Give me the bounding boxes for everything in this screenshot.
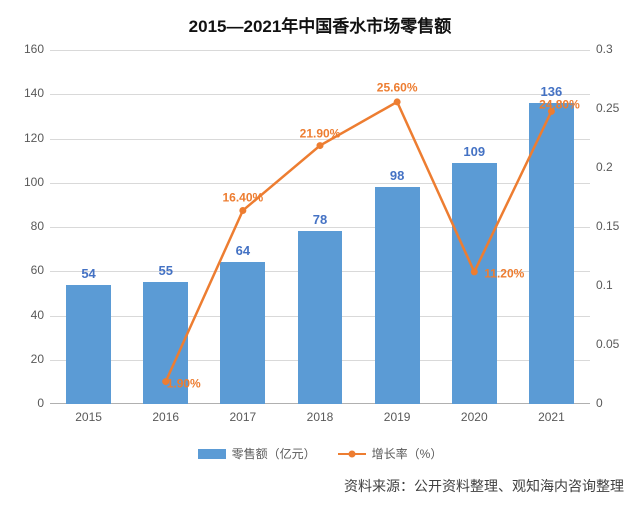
bar: 109 (452, 163, 497, 404)
bar: 98 (375, 187, 420, 404)
y-left-tick: 120 (10, 131, 50, 145)
bar-slot: 136 (513, 50, 590, 404)
bar: 64 (220, 262, 265, 404)
y-left-tick: 160 (10, 42, 50, 56)
legend-swatch-line (338, 449, 366, 459)
legend-item: 增长率（%） (338, 445, 443, 462)
bar: 55 (143, 282, 188, 404)
bar-slot: 54 (50, 50, 127, 404)
x-tick-label: 2015 (50, 410, 127, 424)
x-tick-label: 2019 (359, 410, 436, 424)
bar-value-label: 55 (158, 263, 172, 278)
x-tick-label: 2018 (281, 410, 358, 424)
x-axis-labels: 2015201620172018201920202021 (50, 410, 590, 424)
plot-area: 02040608010012014016000.050.10.150.20.25… (50, 50, 590, 404)
y-right-tick: 0.1 (590, 278, 630, 292)
bar-value-label: 98 (390, 168, 404, 183)
legend-item: 零售额（亿元） (198, 445, 316, 462)
bar-slot: 55 (127, 50, 204, 404)
source-text: 资料来源：公开资料整理、观知海内咨询整理 (344, 476, 624, 496)
legend-label: 零售额（亿元） (232, 445, 316, 462)
y-right-tick: 0.05 (590, 337, 630, 351)
chart-container: 2015—2021年中国香水市场零售额 02040608010012014016… (0, 0, 640, 508)
x-tick-label: 2016 (127, 410, 204, 424)
y-left-tick: 40 (10, 308, 50, 322)
y-right-tick: 0.3 (590, 42, 630, 56)
bar-slot: 109 (436, 50, 513, 404)
y-left-tick: 60 (10, 263, 50, 277)
y-right-tick: 0.15 (590, 219, 630, 233)
bar: 78 (298, 231, 343, 404)
chart-title: 2015—2021年中国香水市场零售额 (0, 12, 640, 37)
legend-label: 增长率（%） (372, 445, 443, 462)
y-left-tick: 140 (10, 86, 50, 100)
x-tick-label: 2020 (436, 410, 513, 424)
y-left-tick: 80 (10, 219, 50, 233)
y-right-tick: 0.25 (590, 101, 630, 115)
bar-value-label: 109 (463, 144, 485, 159)
bar-value-label: 54 (81, 266, 95, 281)
bar-series: 5455647898109136 (50, 50, 590, 404)
x-tick-label: 2021 (513, 410, 590, 424)
y-right-tick: 0.2 (590, 160, 630, 174)
bar: 136 (529, 103, 574, 404)
y-right-tick: 0 (590, 396, 630, 410)
x-tick-label: 2017 (204, 410, 281, 424)
bar-value-label: 64 (236, 243, 250, 258)
bar-value-label: 136 (541, 84, 563, 99)
y-left-tick: 100 (10, 175, 50, 189)
bar-slot: 78 (281, 50, 358, 404)
bar-slot: 98 (359, 50, 436, 404)
legend-swatch-bar (198, 449, 226, 459)
bar: 54 (66, 285, 111, 404)
y-left-tick: 0 (10, 396, 50, 410)
bar-slot: 64 (204, 50, 281, 404)
legend: 零售额（亿元） 增长率（%） (0, 445, 640, 462)
bar-value-label: 78 (313, 212, 327, 227)
y-left-tick: 20 (10, 352, 50, 366)
